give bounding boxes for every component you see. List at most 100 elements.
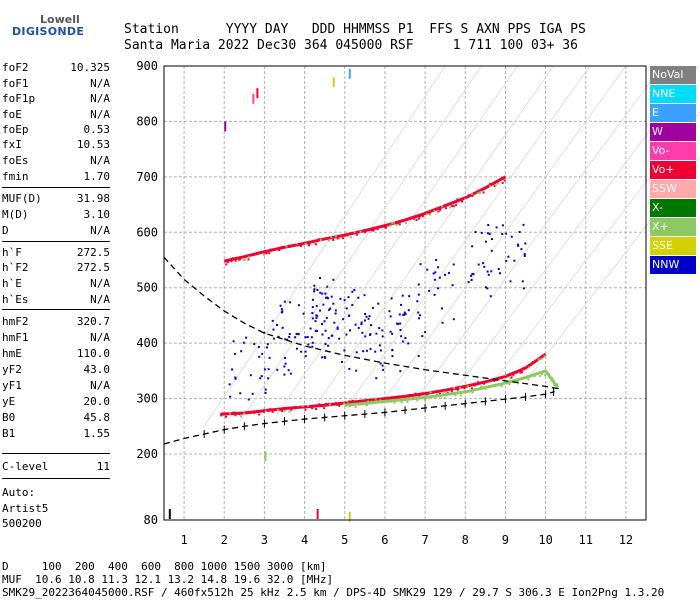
echo-point — [390, 396, 393, 399]
echo-point — [472, 273, 475, 276]
echo-point — [330, 295, 333, 298]
echo-point — [526, 375, 529, 378]
echo-point — [321, 333, 324, 336]
echo-point — [400, 401, 403, 404]
echo-point — [402, 313, 405, 316]
echo-point — [459, 386, 462, 389]
x-tick-label: 2 — [221, 533, 228, 547]
echo-point — [382, 368, 385, 371]
echo-point — [346, 400, 349, 403]
echo-point — [319, 309, 322, 312]
echo-point — [457, 388, 460, 391]
echo-point — [498, 272, 501, 275]
echo-point — [531, 374, 534, 377]
echo-point — [365, 315, 368, 318]
param-value: 1.70 — [83, 170, 111, 183]
echo-point — [300, 350, 303, 353]
echo-point — [418, 317, 421, 320]
y-tick-label: 200 — [136, 447, 158, 461]
echo-point — [484, 286, 487, 289]
echo-point — [360, 323, 363, 326]
echo-point — [327, 239, 330, 242]
echo-point — [267, 368, 270, 371]
echo-point — [466, 385, 469, 388]
param-name: C-level — [2, 460, 49, 473]
y-tick-label: 700 — [136, 170, 158, 184]
echo-point — [364, 335, 367, 338]
echo-point — [326, 285, 329, 288]
param-value: 3.10 — [83, 208, 111, 221]
echo-point — [263, 331, 266, 334]
echo-point — [283, 373, 286, 376]
echo-point — [303, 242, 306, 245]
echo-point — [315, 407, 318, 410]
param-name: hmF2 — [2, 315, 29, 328]
param-row: h`E N/A — [2, 277, 110, 292]
echo-point — [428, 212, 431, 215]
echo-point — [336, 326, 339, 329]
param-name: yE — [2, 395, 16, 408]
param-value: 31.98 — [76, 192, 110, 205]
auto-artist: Artist5 — [2, 502, 49, 515]
echo-point — [280, 311, 283, 314]
echo-point — [252, 93, 255, 104]
param-name: B1 — [2, 427, 16, 440]
echo-point — [311, 341, 314, 344]
x-tick-label: 6 — [381, 533, 388, 547]
echo-point — [533, 375, 536, 378]
echo-point — [276, 409, 279, 412]
echo-point — [290, 408, 293, 411]
echo-point — [405, 394, 408, 397]
echo-point — [417, 217, 420, 220]
echo-point — [465, 385, 468, 388]
echo-point — [255, 253, 258, 256]
echo-point — [363, 294, 366, 297]
x-tick-label: 11 — [579, 533, 593, 547]
echo-point — [304, 350, 307, 353]
param-name: D — [2, 224, 9, 237]
echo-point — [260, 251, 263, 254]
param-name: yF1 — [2, 379, 22, 392]
echo-point — [353, 231, 356, 234]
echo-point — [284, 246, 287, 249]
echo-point — [375, 377, 378, 380]
echo-point — [484, 240, 487, 243]
param-value: N/A — [90, 331, 110, 344]
echo-point — [238, 413, 241, 416]
grid-line-diagonal — [276, 65, 518, 416]
echo-point — [430, 395, 433, 398]
echo-point — [401, 294, 404, 297]
echo-point — [455, 203, 458, 206]
param-value: N/A — [90, 224, 110, 237]
echo-point — [482, 191, 485, 194]
echo-point — [316, 314, 319, 317]
echo-point — [429, 391, 432, 394]
echo-point — [493, 379, 496, 382]
echo-point — [260, 375, 263, 378]
echo-point — [281, 310, 284, 313]
echo-point — [471, 387, 474, 390]
echo-point — [547, 373, 550, 376]
echo-point — [406, 218, 409, 221]
legend-item: NNW — [650, 256, 696, 274]
echo-point — [464, 197, 467, 200]
param-value: N/A — [90, 77, 110, 90]
echo-point — [327, 402, 330, 405]
echo-point — [234, 414, 237, 417]
echo-point — [367, 228, 370, 231]
echo-point — [362, 350, 365, 353]
echo-point — [334, 235, 337, 238]
echo-point — [396, 397, 399, 400]
echo-point — [270, 248, 273, 251]
echo-point — [336, 327, 339, 330]
echo-point — [302, 312, 305, 315]
echo-point — [464, 389, 467, 392]
param-value: 43.0 — [83, 363, 111, 376]
echo-point — [231, 368, 234, 371]
param-value: 110.0 — [76, 347, 110, 360]
grid-line-diagonal — [420, 65, 663, 394]
echo-point — [381, 329, 384, 332]
echo-point — [454, 394, 457, 397]
echo-point — [432, 272, 435, 275]
echo-point — [443, 273, 446, 276]
